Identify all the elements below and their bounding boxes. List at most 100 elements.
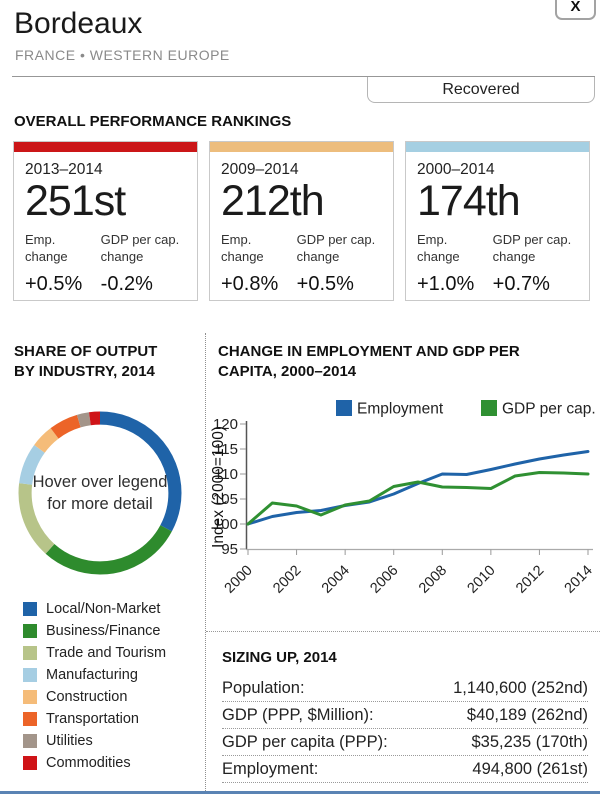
legend-item-construction[interactable]: Construction xyxy=(23,689,166,705)
card-rank: 251st xyxy=(25,177,126,225)
heading-line: CAPITA, 2000–2014 xyxy=(218,362,357,380)
y-tick-label: 115 xyxy=(214,441,238,458)
emp-change-value: +1.0% xyxy=(417,272,475,295)
x-tick-label: 2010 xyxy=(465,563,499,597)
bottom-accent-border xyxy=(0,791,600,794)
x-tick-label: 2004 xyxy=(319,563,353,597)
legend-label: Manufacturing xyxy=(46,667,138,683)
table-row-gdp-per-capita: GDP per capita (PPP): $35,235 (170th) xyxy=(222,729,588,756)
ranking-cards: 2013–2014 251st Emp. change +0.5% GDP pe… xyxy=(13,141,590,301)
card-accent-bar xyxy=(210,142,393,152)
gdp-change-value: +0.7% xyxy=(492,272,550,295)
legend-swatch-icon xyxy=(23,668,37,682)
industry-legend: Local/Non-Market Business/Finance Trade an… xyxy=(23,601,166,777)
legend-item-local-non-market[interactable]: Local/Non-Market xyxy=(23,601,166,617)
sizing-section-divider xyxy=(206,631,600,632)
legend-swatch-icon xyxy=(23,646,37,660)
gdp-change-value: -0.2% xyxy=(100,272,153,295)
ranking-card-2009-2014: 2009–2014 212th Emp. change +0.8% GDP pe… xyxy=(209,141,394,301)
heading-line: BY INDUSTRY, 2014 xyxy=(14,362,155,380)
emp-change-value: +0.8% xyxy=(221,272,279,295)
table-row-gdp: GDP (PPP, $Million): $40,189 (262nd) xyxy=(222,702,588,729)
row-label: Population: xyxy=(222,679,305,697)
line-chart-heading: CHANGE IN EMPLOYMENT AND GDP PER CAPITA,… xyxy=(218,342,520,382)
chart-legend-label: GDP per cap. xyxy=(502,401,596,418)
donut-segment-commodities xyxy=(18,411,182,575)
chart-legend-swatch-icon xyxy=(481,400,497,416)
legend-swatch-icon xyxy=(23,712,37,726)
industry-chart-heading: SHARE OF OUTPUT BY INDUSTRY, 2014 xyxy=(14,342,157,382)
series-line-gdp-per-cap- xyxy=(246,471,590,526)
legend-label: Utilities xyxy=(46,733,93,749)
chart-legend-label: Employment xyxy=(357,401,444,418)
table-row-population: Population: 1,140,600 (252nd) xyxy=(222,675,588,702)
series-line-employment xyxy=(246,450,590,526)
card-rank: 174th xyxy=(417,177,521,225)
legend-item-trade-and-tourism[interactable]: Trade and Tourism xyxy=(23,645,166,661)
x-tick-label: 2012 xyxy=(513,563,547,597)
heading-line: SHARE OF OUTPUT xyxy=(14,343,158,360)
card-accent-bar xyxy=(406,142,589,152)
legend-label: Transportation xyxy=(46,711,139,727)
table-row-employment: Employment: 494,800 (261st) xyxy=(222,756,588,783)
row-value: 1,140,600 (252nd) xyxy=(453,679,588,697)
x-tick-label: 2002 xyxy=(270,563,304,597)
emp-change-label: Emp. change xyxy=(25,232,68,265)
header-divider xyxy=(12,76,595,77)
emp-change-label: Emp. change xyxy=(221,232,264,265)
row-label: Employment: xyxy=(222,760,319,778)
legend-label: Business/Finance xyxy=(46,623,161,639)
donut-svg xyxy=(18,411,182,575)
card-accent-bar xyxy=(14,142,197,152)
card-rank: 212th xyxy=(221,177,325,225)
card-period: 2013–2014 xyxy=(25,161,103,178)
close-button[interactable]: X xyxy=(555,0,596,20)
legend-item-transportation[interactable]: Transportation xyxy=(23,711,166,727)
x-tick-label: 2014 xyxy=(562,563,596,597)
y-tick-label: 105 xyxy=(213,491,238,508)
legend-label: Commodities xyxy=(46,755,131,771)
legend-label: Local/Non-Market xyxy=(46,601,161,617)
row-value: $40,189 (262nd) xyxy=(466,706,588,724)
industry-donut-chart: Hover over legend for more detail xyxy=(11,404,189,582)
emp-change-value: +0.5% xyxy=(25,272,83,295)
x-tick-label: 2000 xyxy=(222,563,256,597)
recovery-status-button[interactable]: Recovered xyxy=(367,77,595,103)
y-axis-title: Index (2000=100) xyxy=(210,426,227,548)
legend-swatch-icon xyxy=(23,756,37,770)
rankings-heading: OVERALL PERFORMANCE RANKINGS xyxy=(14,113,292,130)
legend-swatch-icon xyxy=(23,624,37,638)
donut-segment-business-finance xyxy=(18,411,182,575)
page-title: Bordeaux xyxy=(14,7,143,40)
donut-segment-trade-and-tourism xyxy=(18,411,182,575)
legend-swatch-icon xyxy=(23,734,37,748)
y-tick-label: 100 xyxy=(213,516,238,533)
legend-item-commodities[interactable]: Commodities xyxy=(23,755,166,771)
row-label: GDP (PPP, $Million): xyxy=(222,706,374,724)
column-divider xyxy=(205,333,206,791)
legend-item-utilities[interactable]: Utilities xyxy=(23,733,166,749)
gdp-change-value: +0.5% xyxy=(296,272,354,295)
sizing-table: Population: 1,140,600 (252nd) GDP (PPP, … xyxy=(222,675,588,783)
gdp-change-label: GDP per cap. change xyxy=(100,232,180,265)
heading-line: CHANGE IN EMPLOYMENT AND GDP PER xyxy=(218,343,520,360)
legend-item-manufacturing[interactable]: Manufacturing xyxy=(23,667,166,683)
y-tick-label: 120 xyxy=(213,416,238,433)
y-tick-label: 95 xyxy=(221,541,238,558)
employment-gdp-line-chart: 95 100 105 110 115 120 2000 2002 2004 2006 2008 201… xyxy=(210,400,596,597)
legend-label: Construction xyxy=(46,689,128,705)
legend-swatch-icon xyxy=(23,690,37,704)
location-subtitle: FRANCE • WESTERN EUROPE xyxy=(15,47,230,63)
x-tick-label: 2006 xyxy=(367,563,401,597)
row-value: $35,235 (170th) xyxy=(471,733,588,751)
legend-item-business-finance[interactable]: Business/Finance xyxy=(23,623,166,639)
row-value: 494,800 (261st) xyxy=(472,760,588,778)
ranking-card-2013-2014: 2013–2014 251st Emp. change +0.5% GDP pe… xyxy=(13,141,198,301)
x-tick-label: 2008 xyxy=(416,563,450,597)
card-period: 2000–2014 xyxy=(417,161,495,178)
emp-change-label: Emp. change xyxy=(417,232,460,265)
legend-swatch-icon xyxy=(23,602,37,616)
y-tick-label: 110 xyxy=(214,466,238,483)
legend-label: Trade and Tourism xyxy=(46,645,167,661)
sizing-heading: SIZING UP, 2014 xyxy=(222,649,337,666)
